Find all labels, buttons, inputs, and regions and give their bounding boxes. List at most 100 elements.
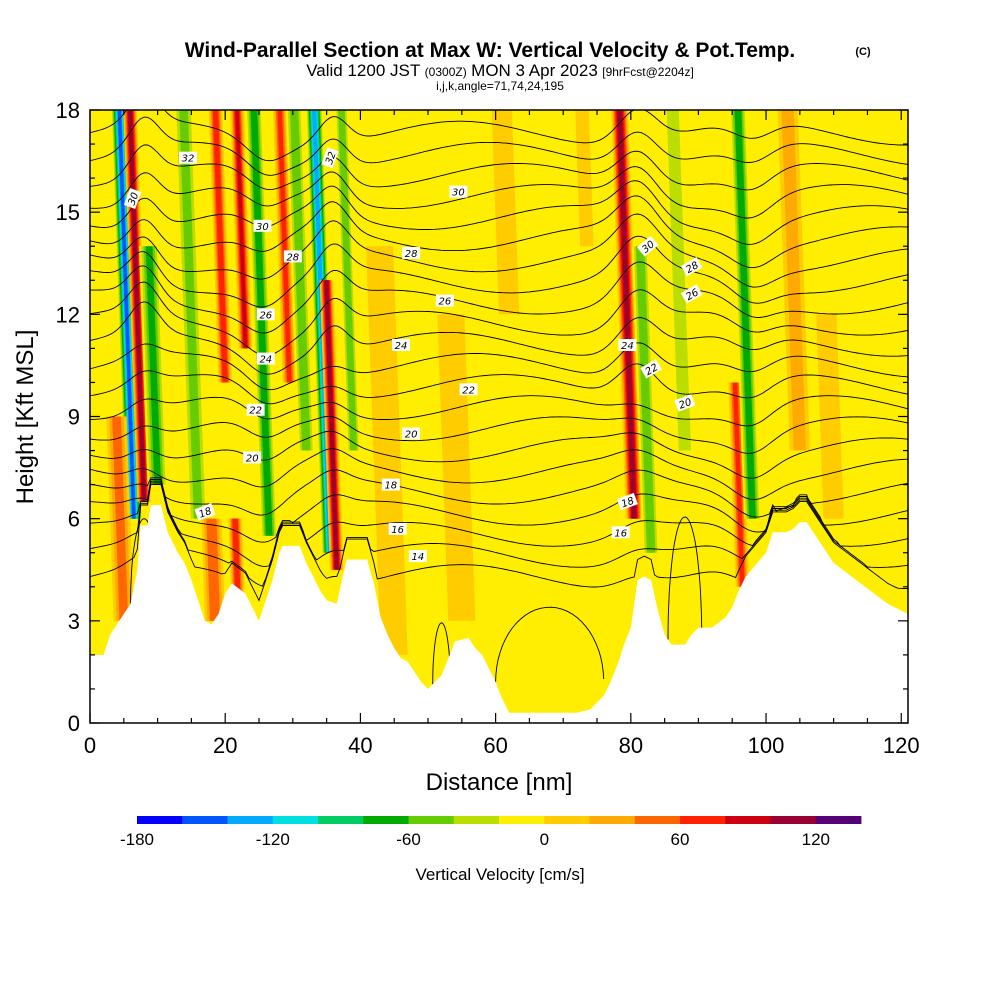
contour-label: 32 [179,151,197,165]
colorbar-swatch [453,816,500,824]
theta-contour-line [90,110,908,162]
y-tick-label: 18 [56,98,80,123]
valid-time-line: Valid 1200 JST (0300Z) MON 3 Apr 2023 [9… [306,61,694,80]
colorbar-swatch [408,816,455,824]
y-tick-label: 15 [56,200,80,225]
x-tick-label: 0 [84,733,96,758]
colorbar-tick-label: 120 [802,830,830,849]
velocity-band [816,314,844,519]
contour-label-bg [616,492,638,511]
figure-header: Wind-Parallel Section at Max W: Vertical… [185,39,871,93]
theta-contour-line [90,180,908,245]
contour-label-bg [388,522,407,535]
contour-label: 30 [253,219,272,233]
theta-contour-line [90,235,908,308]
velocity-band [575,110,594,247]
contour-label-text: 26 [259,310,272,321]
theta-contour-line [90,484,908,602]
colorbar-swatch [363,816,409,824]
contour-label-text: 24 [395,341,408,352]
contour-label-text: 22 [249,406,262,417]
valid-prefix: Valid 1200 JST [306,61,420,80]
y-axis: 0 3 6 9 12 15 18 [56,98,908,736]
contour-label: 16 [611,526,630,539]
chart-title: Wind-Parallel Section at Max W: Vertical… [185,39,796,62]
velocity-band [206,518,221,621]
contour-label-text: 20 [246,453,259,464]
theta-contour-line [90,213,908,288]
contour-label-text: 20 [678,397,694,412]
contour-label-text: 14 [412,552,425,563]
velocity-band [732,382,745,587]
contour-label-bg [402,247,421,259]
velocity-band [212,110,228,383]
theta-contour-line [90,261,908,334]
contour-label: 18 [616,492,638,511]
velocity-band [179,110,203,519]
contour-label-bg [680,257,703,277]
contour-label-text: 24 [259,355,272,366]
theta-contour-line [90,166,908,219]
colorbar-swatch [815,816,862,824]
colorbar: -180 -120 -60 0 60 120 [120,816,862,849]
theta-contour-line [90,195,908,269]
colorbar-swatch [227,816,274,824]
contour-label: 28 [402,247,421,260]
contour-label-text: 18 [384,481,397,492]
contour-label-bg [179,151,197,164]
contour-label-text: 16 [391,525,404,536]
theta-contour-line [432,622,451,685]
contour-label: 20 [402,427,421,441]
velocity-band [666,110,691,451]
theta-contour-line [90,415,908,454]
theta-contour-line [90,116,908,176]
contour-label-bg [381,478,400,491]
y-axis-label: Height [Kft MSL] [12,330,39,505]
contour-label: 20 [243,451,262,464]
velocity-band [250,110,273,536]
contour-label-bg [435,294,454,307]
section-params: i,j,k,angle=71,74,24,195 [436,79,564,93]
x-axis: 0 20 40 60 80 100 120 [84,110,920,758]
theta-contour-line [90,395,908,427]
velocity-band [277,110,292,383]
colorbar-swatch [182,816,228,824]
x-tick-label: 120 [883,733,920,758]
contour-label: 22 [459,383,478,396]
colorbar-swatch [544,816,590,824]
contour-label: 24 [256,352,275,366]
colorbar-swatch [499,816,545,824]
contour-label-bg [402,427,421,440]
y-tick-label: 9 [68,405,80,430]
contour-label-text: 30 [452,188,465,199]
contour-label-bg [611,526,630,539]
contour-label-bg [246,403,265,416]
velocity-band [700,212,729,451]
colorbar-tick-label: 60 [671,830,690,849]
contour-label-bg [674,394,696,412]
contour-label: 14 [408,550,427,563]
theta-contour-line [90,144,908,191]
colorbar-swatch [725,816,771,824]
theta-contour-line [495,606,605,683]
colorbar-label: Vertical Velocity [cm/s] [415,865,584,884]
contour-label: 18 [194,503,216,521]
contour-label-text: 22 [462,385,475,396]
contour-label-text: 28 [286,252,299,263]
contour-label-bg [321,147,339,169]
contour-label-bg [283,250,302,263]
theta-contour-line [667,516,703,640]
velocity-band [117,110,136,519]
contour-label-text: 16 [614,528,627,539]
contour-label: 18 [381,478,400,492]
theta-contour-line [90,301,908,375]
velocity-band [617,110,637,519]
velocity-band [366,246,408,655]
contour-label: 26 [435,294,454,308]
contour-label: 20 [674,394,696,412]
contour-label-bg [123,187,142,210]
contour-label: 32 [321,147,339,169]
